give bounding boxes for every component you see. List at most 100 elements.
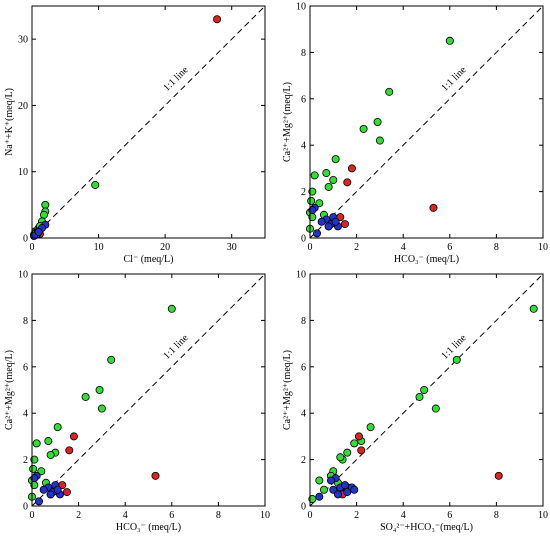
y-axis-label: Ca²⁺+Mg²⁺(meq/L) bbox=[4, 350, 15, 430]
data-point-blue bbox=[312, 229, 321, 238]
x-tick-label: 0 bbox=[30, 510, 35, 521]
data-point-green bbox=[529, 304, 538, 313]
data-point-blue bbox=[30, 474, 39, 483]
data-point-red bbox=[340, 220, 349, 229]
data-point-green bbox=[44, 437, 53, 446]
refline-label: 1:1 line bbox=[439, 64, 469, 94]
y-tick-label: 10 bbox=[18, 167, 28, 178]
data-point-blue bbox=[324, 222, 333, 231]
y-tick-label: 4 bbox=[23, 409, 28, 420]
data-point-green bbox=[415, 392, 424, 401]
data-point-blue bbox=[46, 490, 55, 499]
y-tick-label: 4 bbox=[301, 409, 306, 420]
data-point-green bbox=[431, 404, 440, 413]
data-point-green bbox=[30, 455, 39, 464]
data-point-blue bbox=[331, 217, 340, 226]
y-axis-label: Ca²⁺+Mg²⁺(meq/L) bbox=[282, 82, 293, 162]
data-point-blue bbox=[308, 206, 317, 215]
data-point-green bbox=[167, 304, 176, 313]
chart-panel-2: 1:1 line 0 2 4 6 8 10 0 2 4 6 8 10 HCO₃⁻ (meq/L) Ca²⁺+… bbox=[282, 2, 548, 266]
data-point-green bbox=[307, 196, 316, 205]
data-point-blue bbox=[340, 481, 349, 490]
data-point-green bbox=[46, 450, 55, 459]
data-point-green bbox=[359, 124, 368, 133]
y-tick-label: 30 bbox=[18, 35, 28, 46]
data-point-green bbox=[373, 118, 382, 127]
data-point-red bbox=[151, 471, 160, 480]
refline-label: 1:1 line bbox=[161, 332, 191, 362]
data-point-red bbox=[429, 203, 438, 212]
data-point-green bbox=[445, 36, 454, 45]
data-point-green bbox=[308, 187, 317, 196]
data-point-blue bbox=[326, 476, 335, 485]
data-point-green bbox=[315, 476, 324, 485]
x-axis-label: HCO₃⁻ (meq/L) bbox=[394, 254, 459, 265]
y-tick-label: 10 bbox=[18, 270, 28, 281]
data-point-red bbox=[69, 432, 78, 441]
data-point-green bbox=[366, 423, 375, 432]
y-tick-label: 8 bbox=[23, 316, 28, 327]
data-point-red bbox=[347, 164, 356, 173]
y-tick-label: 20 bbox=[18, 101, 28, 112]
data-point-green bbox=[310, 171, 319, 180]
x-tick-label: 0 bbox=[308, 242, 313, 253]
data-point-green bbox=[324, 182, 333, 191]
x-tick-label: 0 bbox=[30, 242, 35, 253]
data-point-green bbox=[308, 495, 317, 504]
x-tick-label: 10 bbox=[538, 510, 548, 521]
data-point-green bbox=[315, 199, 324, 208]
data-point-green bbox=[420, 385, 429, 394]
x-tick-label: 10 bbox=[260, 510, 270, 521]
data-point-blue bbox=[329, 485, 338, 494]
data-point-green bbox=[331, 155, 340, 164]
x-tick-label: 10 bbox=[538, 242, 548, 253]
data-point-green bbox=[319, 485, 328, 494]
data-point-green bbox=[37, 467, 46, 476]
data-point-blue bbox=[350, 485, 359, 494]
y-tick-label: 10 bbox=[296, 270, 306, 281]
y-tick-label: 8 bbox=[301, 48, 306, 59]
x-tick-label: 4 bbox=[401, 242, 406, 253]
data-point-red bbox=[65, 446, 74, 455]
y-tick-label: 0 bbox=[23, 502, 28, 513]
x-tick-label: 2 bbox=[354, 510, 359, 521]
x-tick-label: 6 bbox=[447, 242, 452, 253]
data-point-green bbox=[375, 136, 384, 145]
data-point-red bbox=[213, 15, 222, 24]
one-to-one-line bbox=[31, 273, 266, 507]
data-point-green bbox=[97, 404, 106, 413]
plot-frame bbox=[309, 5, 544, 239]
data-point-blue bbox=[34, 497, 43, 506]
data-point-green bbox=[385, 87, 394, 96]
data-point-blue bbox=[315, 492, 324, 501]
x-tick-label: 20 bbox=[160, 242, 170, 253]
one-to-one-line bbox=[309, 5, 544, 239]
chart-panel-3: 1:1 line 0 2 4 6 8 10 0 2 4 6 8 10 HCO₃⁻ (meq/L) Ca²⁺+… bbox=[4, 270, 270, 534]
x-axis-label: Cl⁻ (meq/L) bbox=[124, 254, 174, 265]
y-tick-label: 10 bbox=[296, 2, 306, 13]
y-tick-label: 0 bbox=[23, 234, 28, 245]
data-point-green bbox=[329, 175, 338, 184]
data-point-green bbox=[95, 385, 104, 394]
data-point-red bbox=[343, 178, 352, 187]
data-point-green bbox=[336, 453, 345, 462]
x-tick-label: 30 bbox=[227, 242, 237, 253]
data-point-green bbox=[91, 180, 100, 189]
y-tick-label: 2 bbox=[23, 455, 28, 466]
x-tick-label: 6 bbox=[169, 510, 174, 521]
data-point-blue bbox=[333, 490, 342, 499]
x-tick-label: 2 bbox=[354, 242, 359, 253]
y-tick-label: 0 bbox=[301, 234, 306, 245]
data-point-blue bbox=[317, 217, 326, 226]
y-tick-label: 2 bbox=[301, 455, 306, 466]
plot-frame bbox=[31, 273, 266, 507]
y-tick-label: 6 bbox=[301, 362, 306, 373]
x-tick-label: 10 bbox=[94, 242, 104, 253]
x-axis-label: SO₄²⁻+HCO₃⁻(meq/L) bbox=[380, 522, 473, 533]
y-tick-label: 8 bbox=[301, 316, 306, 327]
y-tick-label: 4 bbox=[301, 141, 306, 152]
x-axis-label: HCO₃⁻ (meq/L) bbox=[116, 522, 181, 533]
data-point-red bbox=[494, 471, 503, 480]
